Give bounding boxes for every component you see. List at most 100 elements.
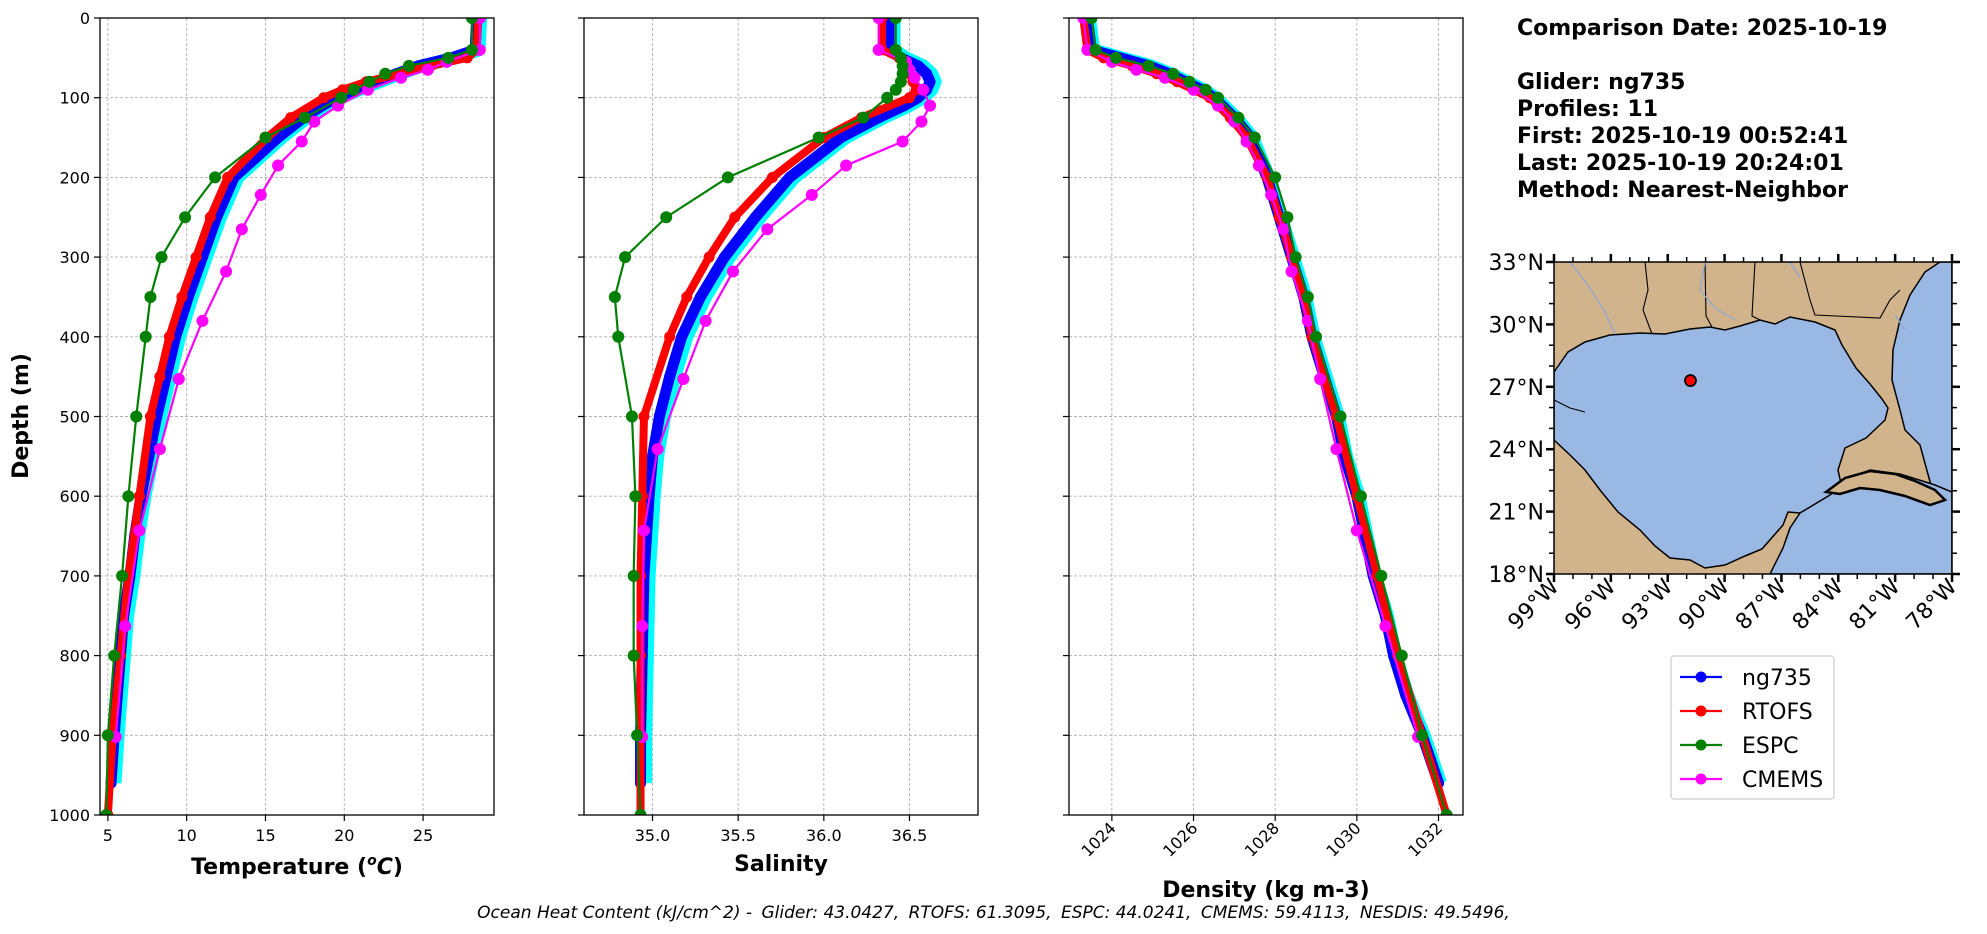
espc-point (1354, 490, 1367, 503)
cmems-point (1314, 373, 1327, 386)
cmems-point (915, 115, 928, 128)
ng735-point (664, 371, 676, 383)
espc-point (881, 91, 894, 104)
rtofs-line (103, 18, 483, 815)
espc-point (144, 290, 157, 303)
info-profiles: Profiles: 11 (1517, 97, 1659, 122)
map-lat-label: 24°N (1489, 438, 1544, 463)
density-panel: 1024 1026 1028 1030 1032 Density (kg m-3) (1063, 17, 1464, 903)
espc-point (629, 490, 642, 503)
x-tick-label: 35.5 (720, 826, 756, 845)
cmems-point (1350, 524, 1363, 537)
cmems-point (1130, 63, 1143, 76)
rtofs-point (703, 251, 715, 263)
cmems-point (220, 265, 233, 278)
cmems-point (872, 18, 885, 24)
depth-axis-label: Depth (m) (9, 353, 34, 479)
x-tick-label: 1028 (1241, 818, 1283, 860)
map-lat-label: 27°N (1489, 376, 1544, 401)
espc-point (465, 43, 478, 56)
y-tick-label: 400 (59, 328, 90, 347)
cmems-point (172, 373, 185, 386)
y-tick-label: 900 (59, 726, 90, 745)
gulf-of-mexico-water (1554, 316, 1889, 569)
cmems-point (1379, 620, 1392, 633)
rtofs-point (190, 251, 202, 263)
location-map: 99°W96°W93°W90°W87°W84°W81°W78°W33°N30°N… (1489, 251, 1963, 635)
glider-location-marker (1684, 374, 1697, 387)
cmems-point (133, 524, 146, 537)
legend-marker-rtofs (1695, 705, 1707, 717)
espc-point (179, 211, 192, 224)
ocean-heat-content-footer: Ocean Heat Content (kJ/cm^2) - Glider: 4… (0, 903, 1987, 923)
info-comparison-date: Comparison Date: 2025-10-19 (1517, 16, 1888, 41)
temperature-axis-label: Temperature (oC) (191, 853, 403, 880)
legend-label-cmems: CMEMS (1742, 768, 1823, 793)
state-borders (1554, 262, 1901, 413)
cmems-point (636, 620, 649, 633)
x-tick-label: 1026 (1159, 818, 1201, 860)
espc-point (1199, 83, 1212, 96)
espc-point (116, 569, 129, 582)
rtofs-point (318, 92, 330, 104)
legend-frame (1670, 655, 1835, 800)
y-tick-label: 1000 (49, 806, 90, 825)
y-tick-label: 700 (59, 567, 90, 586)
legend-marker-cmems (1695, 773, 1707, 785)
y-tick-label: 300 (59, 248, 90, 267)
cmems-point (1252, 159, 1265, 172)
rtofs-point (664, 331, 676, 343)
x-tick-label: 25 (413, 826, 433, 845)
espc-point (442, 51, 455, 64)
cuba-island (1822, 469, 1948, 507)
cmems-point (1301, 314, 1314, 327)
ng735-point (749, 211, 761, 223)
espc-point (1281, 211, 1294, 224)
x-tick-label: 1024 (1077, 818, 1119, 860)
cmems-point (1265, 188, 1278, 201)
temperature-lines (100, 18, 488, 815)
map-lon-label: 87°W (1731, 574, 1792, 635)
cmems-point (1330, 443, 1343, 456)
espc-point (625, 410, 638, 423)
rtofs-point (204, 211, 216, 223)
temperature-ticks: 5 10 15 20 25 0 100 200 300 400 500 600 700 800 900 100… (49, 9, 433, 845)
rtofs-point (681, 291, 693, 303)
espc-point (634, 809, 647, 815)
y-tick-label: 100 (59, 89, 90, 108)
x-tick-label: 15 (255, 826, 275, 845)
espc-point (889, 18, 902, 24)
espc-point (363, 75, 376, 88)
espc-point (1395, 649, 1408, 662)
temperature-panel: 5 10 15 20 25 0 100 200 300 400 500 600 700 800 900 100… (9, 9, 495, 880)
espc-point (1440, 809, 1453, 815)
density-lines (1077, 18, 1453, 815)
espc-point (1269, 171, 1282, 184)
espc-point (209, 171, 222, 184)
legend-label-rtofs: RTOFS (1742, 700, 1813, 725)
info-glider: Glider: ng735 (1517, 70, 1686, 95)
espc-point (130, 410, 143, 423)
rtofs-point (133, 490, 145, 502)
y-tick-label: 800 (59, 647, 90, 666)
espc-point (465, 18, 478, 24)
espc-point (1085, 18, 1098, 24)
legend-label-espc: ESPC (1742, 734, 1799, 759)
rtofs-point (285, 112, 297, 124)
map-frame (1553, 261, 1953, 575)
x-tick-label: 36.5 (892, 826, 928, 845)
density-axis-label: Density (kg m-3) (1162, 878, 1370, 903)
rtofs-point (144, 411, 156, 422)
espc-point (139, 330, 152, 343)
ng735-point (784, 171, 796, 183)
espc-point (1334, 410, 1347, 423)
salinity-axis-label: Salinity (734, 852, 828, 877)
cmems-point (677, 373, 690, 386)
rtofs-point (154, 371, 166, 383)
espc-point (402, 59, 415, 72)
x-tick-label: 35.0 (635, 826, 671, 845)
espc-point (608, 290, 621, 303)
cmems-point (761, 223, 774, 236)
espc-point (100, 809, 113, 815)
